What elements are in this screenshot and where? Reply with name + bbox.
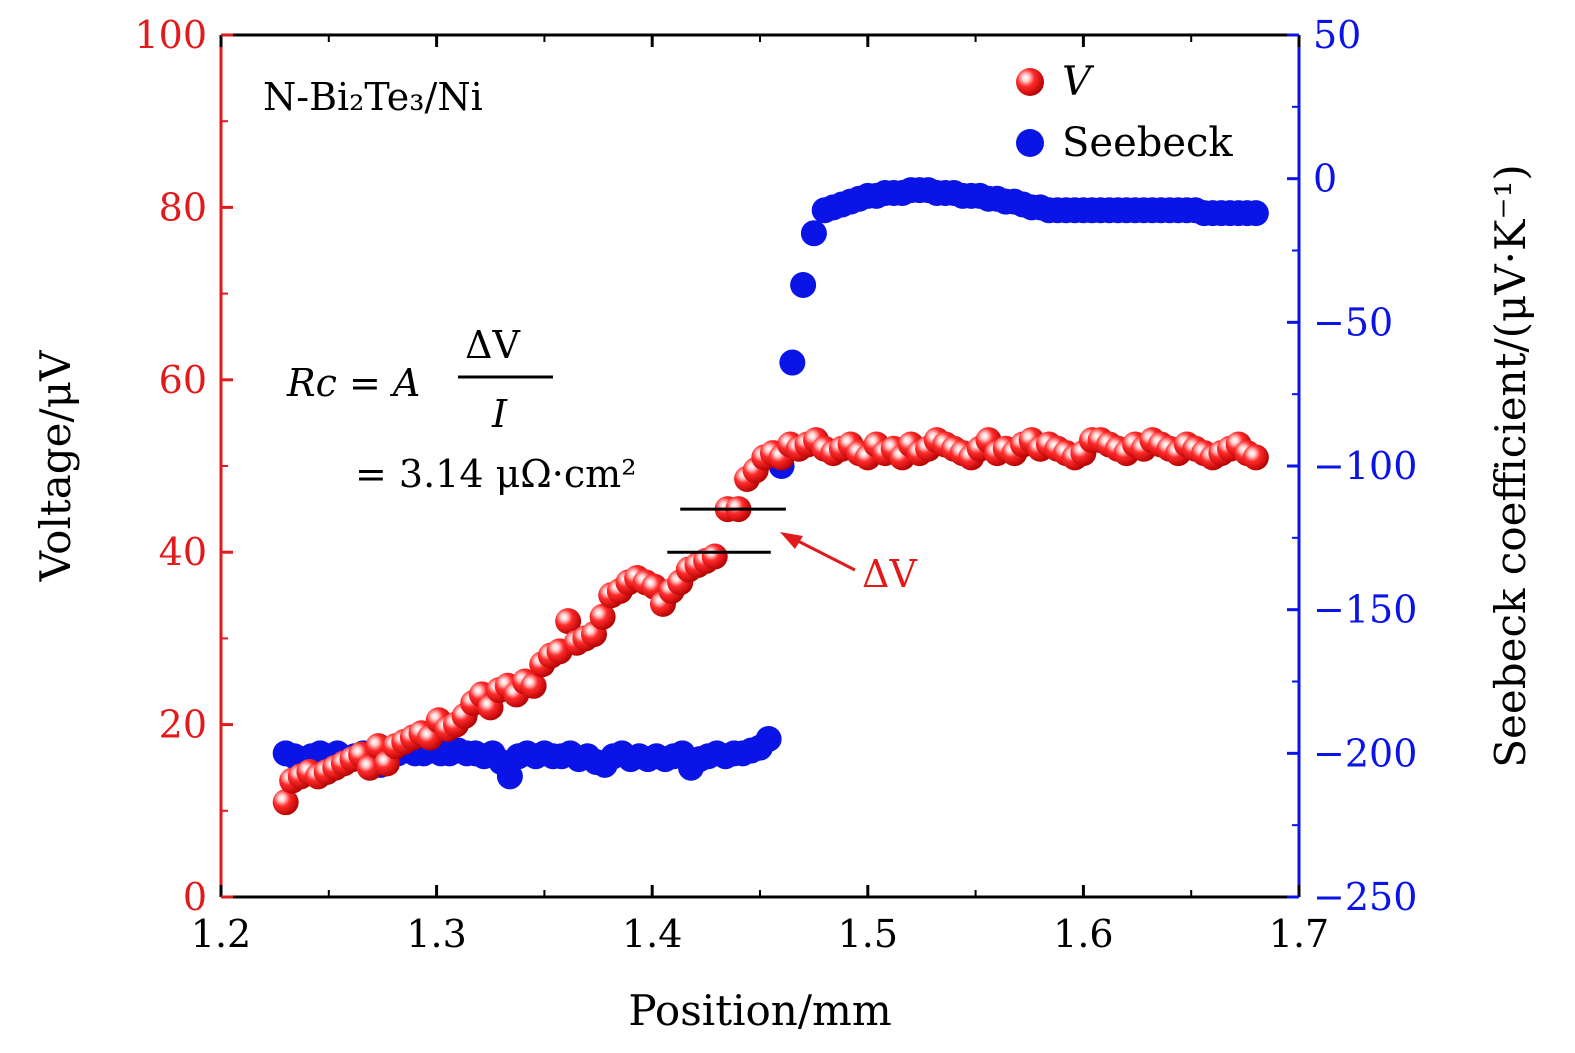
legend-v-marker: [1016, 68, 1044, 96]
formula-numerator: ΔV: [465, 323, 520, 367]
voltage-point: [589, 603, 616, 630]
y-right-tick-label: −250: [1313, 875, 1417, 919]
x-tick-label: 1.3: [406, 912, 466, 956]
x-tick-label: 1.7: [1269, 912, 1329, 956]
voltage-series: [272, 427, 1269, 816]
y-axis-right-title: Seebeck coefficient/(μV·K⁻¹): [1486, 164, 1535, 768]
x-tick-label: 1.6: [1053, 912, 1113, 956]
formula-denominator: I: [491, 392, 508, 436]
seebeck-point: [496, 763, 523, 790]
y-left-tick-label: 80: [159, 185, 207, 229]
voltage-point: [272, 789, 299, 816]
y-right-tick-label: −150: [1313, 588, 1417, 632]
voltage-point: [555, 608, 582, 635]
delta-v-markers: [667, 507, 786, 554]
seebeck-point: [1242, 200, 1269, 227]
y-right-tick-label: −50: [1313, 300, 1393, 344]
y-axis-left-title: Voltage/μV: [31, 350, 80, 582]
seebeck-point: [779, 349, 806, 376]
delta-v-label: ΔV: [862, 552, 917, 596]
formula-lhs: Rc = A: [286, 361, 420, 405]
y-right-tick-label: 50: [1313, 13, 1361, 57]
x-tick-label: 1.4: [622, 912, 682, 956]
legend-seebeck-label: Seebeck: [1062, 120, 1233, 166]
x-tick-label: 1.5: [838, 912, 898, 956]
y-right-tick-label: 0: [1313, 157, 1337, 201]
delta-v-arrow: [780, 532, 856, 572]
y-left-tick-label: 40: [159, 530, 207, 574]
voltage-point: [1242, 444, 1269, 471]
seebeck-point: [755, 725, 782, 752]
y-right-tick-label: −100: [1313, 444, 1417, 488]
y-left-tick-label: 20: [159, 703, 207, 747]
seebeck-point: [790, 271, 817, 298]
y-left-tick-label: 100: [134, 13, 207, 57]
axes: 1.2 1.3 1.4 1.5 1.6 1.7 0 20 40 60 80 100 −250 −200 −1…: [134, 13, 1417, 956]
legend-v-label: V: [1062, 59, 1095, 105]
x-axis-title: Position/mm: [628, 986, 891, 1035]
legend-seebeck-marker: [1016, 129, 1044, 157]
x-tick-label: 1.2: [191, 912, 251, 956]
formula-value: = 3.14 μΩ·cm²: [355, 452, 636, 496]
sample-label: N-Bi₂Te₃/Ni: [263, 75, 483, 119]
seebeck-point: [800, 220, 827, 247]
voltage-point: [701, 543, 728, 570]
voltage-point: [520, 672, 547, 699]
y-left-tick-label: 60: [159, 358, 207, 402]
y-right-tick-label: −200: [1313, 731, 1417, 775]
y-left-tick-label: 0: [183, 875, 207, 919]
legend: V Seebeck: [1016, 59, 1233, 166]
